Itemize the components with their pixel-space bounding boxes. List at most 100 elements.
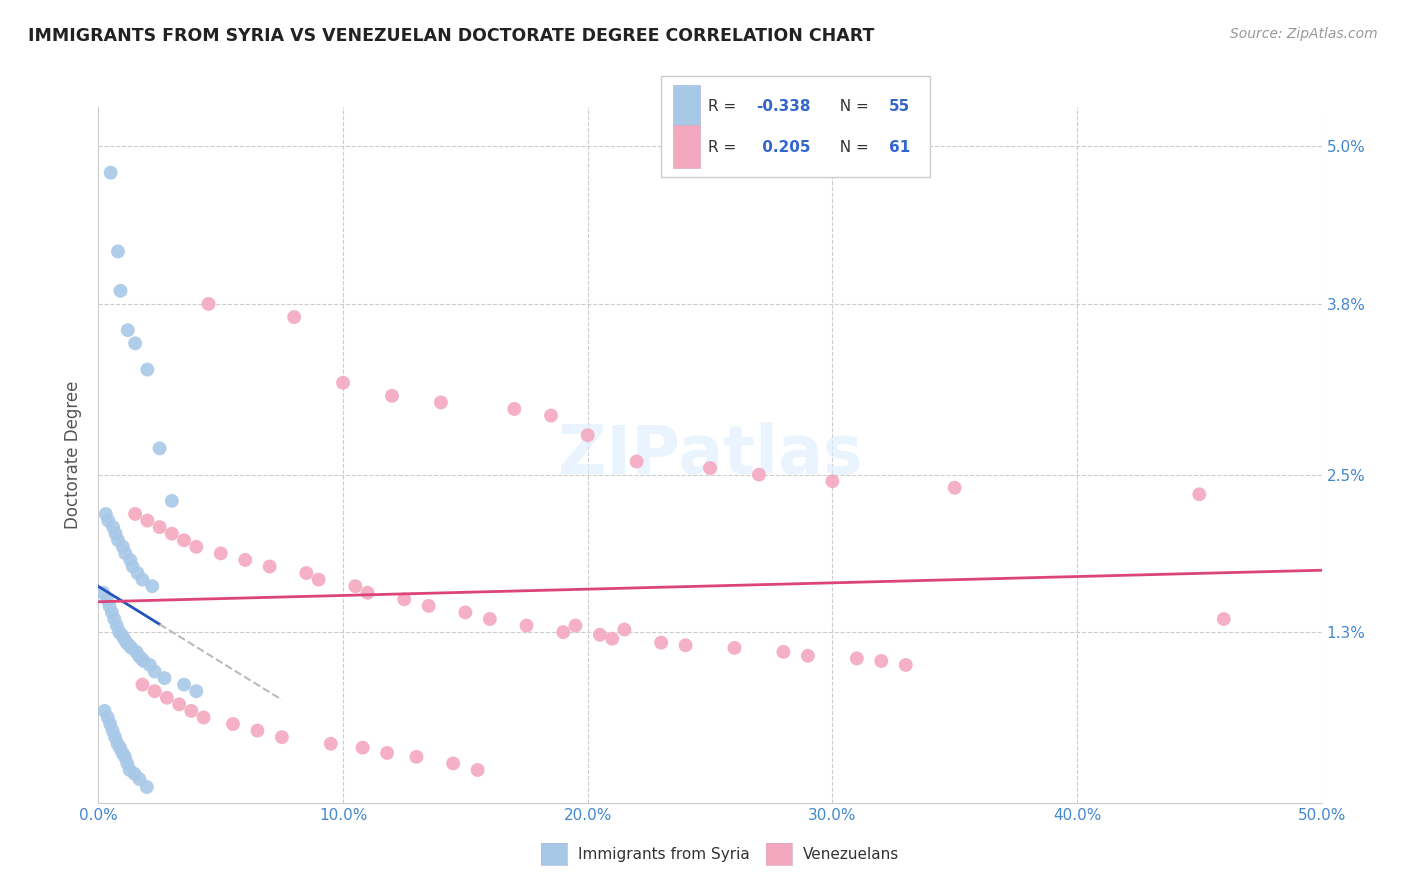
Point: [91, 586, 114, 600]
Point: [132, 654, 155, 668]
Point: [149, 442, 172, 456]
Text: IMMIGRANTS FROM SYRIA VS VENEZUELAN DOCTORATE DEGREE CORRELATION CHART: IMMIGRANTS FROM SYRIA VS VENEZUELAN DOCT…: [28, 27, 875, 45]
Point: [352, 740, 374, 755]
Point: [104, 730, 127, 744]
Point: [845, 651, 868, 665]
Point: [576, 428, 599, 442]
Point: [332, 376, 354, 390]
Point: [675, 638, 697, 652]
Point: [104, 526, 127, 541]
Point: [1188, 487, 1211, 501]
Text: Source: ZipAtlas.com: Source: ZipAtlas.com: [1230, 27, 1378, 41]
Point: [319, 737, 342, 751]
Bar: [673, 85, 700, 128]
Point: [121, 559, 143, 574]
Text: 55: 55: [889, 99, 910, 114]
Point: [233, 553, 256, 567]
Point: [418, 599, 440, 613]
Point: [94, 507, 117, 521]
Text: 61: 61: [889, 140, 910, 155]
Point: [97, 710, 120, 724]
Point: [111, 746, 134, 760]
Point: [136, 514, 159, 528]
Point: [540, 409, 562, 423]
Point: [143, 665, 166, 679]
Point: [156, 690, 179, 705]
Point: [516, 618, 538, 632]
Point: [180, 704, 202, 718]
Point: [111, 540, 134, 554]
Point: [870, 654, 893, 668]
Point: [197, 297, 219, 311]
Point: [118, 763, 141, 777]
Text: R =: R =: [707, 140, 741, 155]
Point: [101, 723, 124, 738]
Point: [111, 628, 134, 642]
Point: [392, 592, 416, 607]
Point: [160, 526, 183, 541]
Point: [120, 553, 142, 567]
Point: [797, 648, 820, 663]
Point: [103, 612, 125, 626]
Point: [128, 772, 150, 787]
Point: [125, 645, 148, 659]
Point: [112, 632, 135, 646]
Point: [943, 481, 966, 495]
Point: [894, 657, 917, 672]
Point: [454, 606, 477, 620]
Point: [553, 625, 575, 640]
Point: [344, 579, 367, 593]
Point: [124, 336, 146, 351]
Point: [478, 612, 501, 626]
Point: [143, 684, 166, 698]
Point: [101, 606, 124, 620]
Point: [101, 520, 124, 534]
Point: [405, 749, 427, 764]
Point: [108, 625, 131, 640]
Point: [107, 533, 129, 548]
Point: [772, 645, 794, 659]
Point: [120, 640, 142, 655]
Point: [107, 737, 129, 751]
Text: -0.338: -0.338: [756, 99, 811, 114]
Point: [115, 635, 138, 649]
Point: [149, 520, 172, 534]
Point: [93, 704, 115, 718]
Point: [96, 592, 118, 607]
Point: [270, 730, 294, 744]
Point: [295, 566, 318, 580]
Point: [186, 684, 208, 698]
Point: [564, 618, 586, 632]
Point: [173, 678, 195, 692]
Text: N =: N =: [830, 99, 873, 114]
Point: [128, 648, 150, 663]
Point: [98, 599, 121, 613]
Point: [186, 540, 208, 554]
Point: [381, 389, 404, 403]
Point: [748, 467, 770, 482]
Point: [107, 244, 129, 259]
Point: [723, 640, 745, 655]
Point: [283, 310, 305, 324]
Point: [222, 717, 245, 731]
Point: [246, 723, 269, 738]
Point: [117, 323, 139, 337]
Point: [153, 671, 176, 685]
Point: [613, 623, 636, 637]
Point: [108, 740, 131, 755]
Text: Venezuelans: Venezuelans: [803, 847, 898, 862]
Point: [308, 573, 330, 587]
Point: [1212, 612, 1234, 626]
Point: [114, 749, 136, 764]
Point: [100, 166, 122, 180]
Text: R =: R =: [707, 99, 741, 114]
Point: [193, 710, 215, 724]
Point: [167, 698, 190, 712]
Point: [127, 566, 149, 580]
Point: [124, 767, 146, 781]
Point: [105, 618, 128, 632]
Point: [441, 756, 464, 771]
Point: [131, 678, 153, 692]
Point: [467, 763, 489, 777]
Point: [626, 454, 648, 468]
